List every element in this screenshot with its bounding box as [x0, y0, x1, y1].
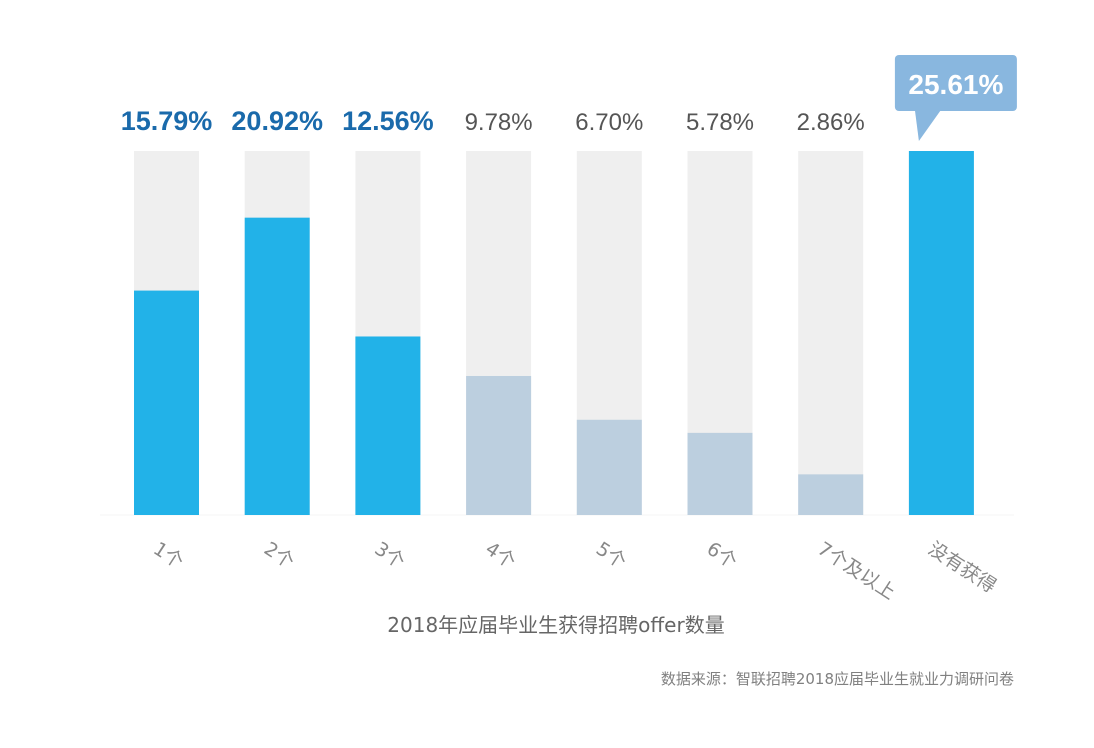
- category-label: 6个: [703, 538, 741, 573]
- callout-pointer: [914, 110, 941, 141]
- value-label: 9.78%: [465, 109, 533, 136]
- bar: [798, 474, 864, 515]
- category-label: 7个及以上: [813, 538, 899, 604]
- category-label: 3个: [371, 538, 409, 573]
- bar: [908, 151, 974, 515]
- bar: [134, 290, 199, 515]
- value-label: 12.56%: [342, 106, 434, 136]
- category-label: 2个: [260, 538, 298, 573]
- data-source-note: 数据来源：智联招聘2018应届毕业生就业力调研问卷: [660, 670, 1014, 688]
- category-label: 5个: [592, 538, 630, 573]
- value-labels-layer: 15.79% 20.92% 12.56% 9.78% 6.70% 5.78% 2.86% 25…: [121, 55, 1017, 141]
- category-label: 1个: [149, 538, 187, 573]
- category-label: 没有获得: [924, 538, 1000, 598]
- bar: [687, 432, 753, 515]
- value-label: 25.61%: [908, 69, 1003, 100]
- callout-bubble: 25.61%: [894, 55, 1017, 141]
- bar-track: [798, 151, 864, 515]
- bar: [244, 217, 310, 515]
- chart-subtitle: 2018年应届毕业生获得招聘offer数量: [387, 613, 725, 637]
- category-labels-layer: 1个 2个 3个 4个 5个 6个 7个及以上 没有获得: [149, 538, 1000, 604]
- value-label: 2.86%: [797, 109, 865, 136]
- value-label: 15.79%: [121, 106, 213, 136]
- callout-box: [894, 55, 1017, 111]
- bars-layer: [134, 151, 974, 515]
- value-label: 6.70%: [575, 109, 643, 136]
- value-label: 20.92%: [231, 106, 323, 136]
- bar: [466, 375, 532, 515]
- category-label: 4个: [481, 538, 519, 573]
- bar: [355, 336, 421, 515]
- bar: [576, 419, 642, 515]
- value-label: 5.78%: [686, 109, 754, 136]
